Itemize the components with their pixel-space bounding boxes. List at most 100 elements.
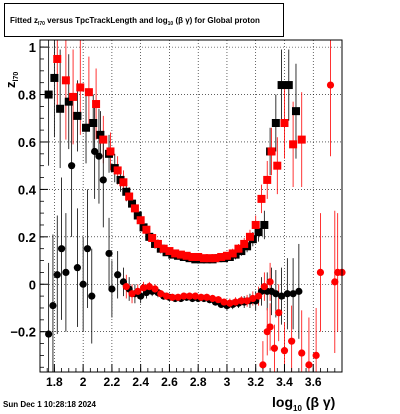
square-marker bbox=[69, 92, 78, 101]
circle-marker bbox=[99, 176, 107, 184]
circle-marker bbox=[185, 292, 194, 300]
square-marker bbox=[260, 220, 269, 229]
circle-marker bbox=[266, 278, 274, 286]
square-marker bbox=[257, 194, 266, 203]
circle-marker bbox=[168, 293, 176, 301]
square-marker bbox=[205, 254, 214, 263]
circle-marker bbox=[316, 268, 325, 276]
circle-marker bbox=[283, 290, 291, 298]
square-marker bbox=[50, 73, 59, 82]
x-tick-label: 2.8 bbox=[190, 375, 207, 389]
circle-marker bbox=[289, 290, 297, 298]
circle-marker bbox=[79, 280, 87, 288]
x-tick-label: 3.4 bbox=[276, 375, 293, 389]
circle-marker bbox=[231, 298, 240, 306]
circle-marker bbox=[249, 294, 257, 303]
square-marker bbox=[176, 250, 185, 259]
x-tick-label: 3.6 bbox=[305, 375, 322, 389]
square-marker bbox=[234, 244, 243, 253]
square-marker bbox=[142, 225, 151, 234]
chart-title: Fitted zl70 versus TpcTrackLength and lo… bbox=[10, 16, 260, 27]
y-tick-label: −0.2 bbox=[10, 325, 36, 340]
circle-marker bbox=[220, 298, 228, 306]
x-tick-label: 3 bbox=[224, 375, 231, 389]
square-marker bbox=[254, 228, 263, 237]
data-points bbox=[44, 54, 346, 369]
timestamp-footer: Sun Dec 1 10:28:18 2024 bbox=[3, 400, 96, 409]
circle-marker bbox=[295, 287, 303, 295]
square-marker bbox=[245, 232, 254, 241]
square-marker bbox=[284, 81, 293, 90]
axis-ticks bbox=[39, 46, 343, 372]
y-tick-label: 0.8 bbox=[18, 88, 36, 103]
circle-marker bbox=[237, 297, 245, 305]
circle-marker bbox=[174, 293, 182, 301]
square-marker bbox=[53, 54, 62, 63]
title-box: Fitted zl70 versus TpcTrackLength and lo… bbox=[4, 3, 284, 37]
square-marker bbox=[56, 104, 65, 113]
circle-marker bbox=[272, 290, 280, 298]
y-tick-label: 0.6 bbox=[18, 135, 36, 150]
square-marker bbox=[171, 249, 180, 258]
circle-marker bbox=[278, 292, 286, 300]
circle-marker bbox=[254, 292, 263, 300]
square-marker bbox=[92, 100, 101, 109]
square-marker bbox=[136, 216, 145, 225]
x-tick-label: 2 bbox=[80, 375, 87, 389]
circle-marker bbox=[214, 296, 222, 304]
square-marker bbox=[89, 119, 98, 127]
square-marker bbox=[289, 140, 298, 149]
square-marker bbox=[99, 135, 108, 144]
square-marker bbox=[122, 187, 131, 196]
square-marker bbox=[277, 81, 286, 90]
square-marker bbox=[297, 135, 306, 144]
y-tick-label: 0.2 bbox=[18, 230, 36, 245]
square-marker bbox=[133, 211, 142, 220]
square-marker bbox=[106, 147, 115, 156]
circle-marker bbox=[108, 285, 116, 293]
square-marker bbox=[125, 192, 134, 201]
square-marker bbox=[194, 252, 203, 261]
circle-marker bbox=[157, 290, 165, 298]
circle-marker bbox=[275, 309, 283, 317]
circle-marker bbox=[197, 293, 205, 301]
square-marker bbox=[44, 90, 53, 99]
square-marker bbox=[113, 166, 122, 175]
circle-marker bbox=[139, 284, 148, 292]
y-tick-label: 0.4 bbox=[18, 182, 37, 197]
square-marker bbox=[188, 252, 197, 261]
circle-marker bbox=[114, 271, 122, 279]
circle-marker bbox=[62, 268, 70, 276]
square-marker bbox=[153, 239, 162, 248]
circle-marker bbox=[260, 283, 268, 291]
circle-marker bbox=[162, 292, 171, 300]
circle-marker bbox=[266, 323, 274, 331]
square-marker bbox=[182, 251, 191, 260]
circle-marker bbox=[57, 245, 66, 253]
circle-marker bbox=[280, 347, 289, 355]
x-tick-label: 2.6 bbox=[161, 375, 178, 389]
square-marker bbox=[96, 130, 105, 139]
square-marker bbox=[228, 249, 237, 258]
y-tick-label: 0 bbox=[29, 277, 36, 292]
square-marker bbox=[128, 199, 137, 208]
square-marker bbox=[211, 254, 220, 263]
circle-marker bbox=[49, 302, 57, 310]
x-tick-label: 2.4 bbox=[132, 375, 149, 389]
square-marker bbox=[159, 244, 168, 253]
circle-marker bbox=[134, 287, 142, 295]
square-marker bbox=[76, 83, 85, 92]
circle-marker bbox=[145, 283, 153, 291]
square-marker bbox=[199, 254, 208, 263]
circle-marker bbox=[208, 294, 217, 303]
square-marker bbox=[165, 247, 174, 256]
square-marker bbox=[84, 88, 93, 97]
square-marker bbox=[263, 175, 272, 184]
square-marker bbox=[280, 119, 289, 127]
square-marker bbox=[222, 251, 231, 260]
circle-marker bbox=[122, 283, 130, 291]
circle-marker bbox=[45, 330, 53, 338]
square-marker bbox=[130, 204, 139, 213]
y-tick-label: 1 bbox=[29, 40, 36, 55]
x-axis-label: log10 (β γ) bbox=[272, 394, 336, 413]
